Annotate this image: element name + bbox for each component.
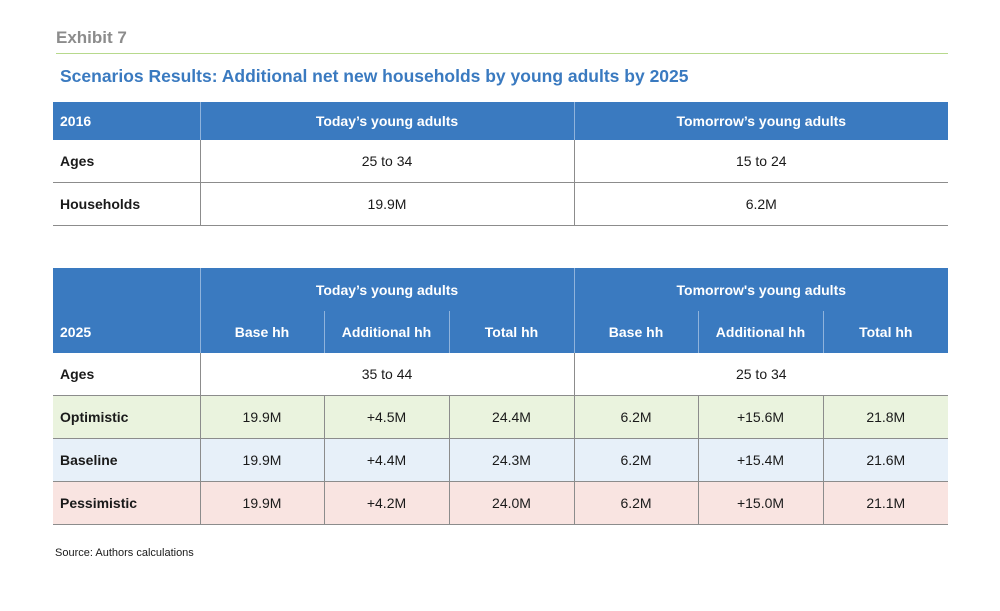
base-hh-header: Base hh xyxy=(573,311,699,353)
table-cell: +4.4M xyxy=(323,438,449,482)
total-hh-header: Total hh xyxy=(822,311,949,353)
total-hh-header: Total hh xyxy=(448,311,575,353)
table-2025-corner-blank xyxy=(53,268,200,311)
table-cell: 24.0M xyxy=(448,481,575,525)
table-row-pessimistic: Pessimistic 19.9M +4.2M 24.0M 6.2M +15.0… xyxy=(53,481,949,525)
table-cell: 19.9M xyxy=(199,182,574,226)
additional-hh-header: Additional hh xyxy=(697,311,824,353)
table-2016-header-row: 2016 Today’s young adults Tomorrow’s you… xyxy=(53,102,948,140)
table-cell: 19.9M xyxy=(199,395,324,439)
table-cell: +15.4M xyxy=(697,438,824,482)
table-row: Ages 35 to 44 25 to 34 xyxy=(53,353,949,396)
table-2025: Today’s young adults Tomorrow's young ad… xyxy=(53,268,949,525)
table-cell: +4.2M xyxy=(323,481,449,525)
table-2025-group-header-row: Today’s young adults Tomorrow's young ad… xyxy=(53,268,949,311)
base-hh-header: Base hh xyxy=(199,311,324,353)
table-row-baseline: Baseline 19.9M +4.4M 24.3M 6.2M +15.4M 2… xyxy=(53,438,949,482)
table-cell: 35 to 44 xyxy=(199,353,575,396)
table-2016-year-header: 2016 xyxy=(53,102,200,140)
row-label-ages: Ages xyxy=(53,353,200,396)
table-cell: +4.5M xyxy=(323,395,449,439)
exhibit-title: Scenarios Results: Additional net new ho… xyxy=(60,66,689,86)
additional-hh-header: Additional hh xyxy=(323,311,449,353)
table-cell: 15 to 24 xyxy=(573,140,948,183)
table-row: Households 19.9M 6.2M xyxy=(53,182,948,226)
table-2016: 2016 Today’s young adults Tomorrow’s you… xyxy=(53,102,948,226)
exhibit-label: Exhibit 7 xyxy=(56,28,948,54)
tomorrow-young-adults-group-header: Tomorrow's young adults xyxy=(573,268,949,311)
table-cell: +15.6M xyxy=(697,395,824,439)
table-cell: 25 to 34 xyxy=(573,353,949,396)
table-cell: 6.2M xyxy=(573,481,699,525)
today-young-adults-group-header: Today’s young adults xyxy=(199,268,575,311)
table-cell: 24.4M xyxy=(448,395,575,439)
row-label-ages: Ages xyxy=(53,140,200,183)
table-cell: 25 to 34 xyxy=(199,140,574,183)
table-cell: 6.2M xyxy=(573,395,699,439)
row-label-pessimistic: Pessimistic xyxy=(53,481,200,525)
row-label-households: Households xyxy=(53,182,200,226)
table-cell: 6.2M xyxy=(573,182,948,226)
table-cell: 21.8M xyxy=(822,395,949,439)
table-cell: 6.2M xyxy=(573,438,699,482)
table-2025-year-header: 2025 xyxy=(53,311,200,353)
row-label-baseline: Baseline xyxy=(53,438,200,482)
source-note: Source: Authors calculations xyxy=(55,547,194,559)
table-2025-subheader-row: 2025 Base hh Additional hh Total hh Base… xyxy=(53,311,949,353)
today-young-adults-header: Today’s young adults xyxy=(199,102,574,140)
table-cell: 24.3M xyxy=(448,438,575,482)
table-cell: 19.9M xyxy=(199,438,324,482)
row-label-optimistic: Optimistic xyxy=(53,395,200,439)
table-cell: +15.0M xyxy=(697,481,824,525)
tomorrow-young-adults-header: Tomorrow’s young adults xyxy=(573,102,948,140)
table-cell: 19.9M xyxy=(199,481,324,525)
table-row: Ages 25 to 34 15 to 24 xyxy=(53,140,948,183)
table-cell: 21.1M xyxy=(822,481,949,525)
table-row-optimistic: Optimistic 19.9M +4.5M 24.4M 6.2M +15.6M… xyxy=(53,395,949,439)
table-cell: 21.6M xyxy=(822,438,949,482)
